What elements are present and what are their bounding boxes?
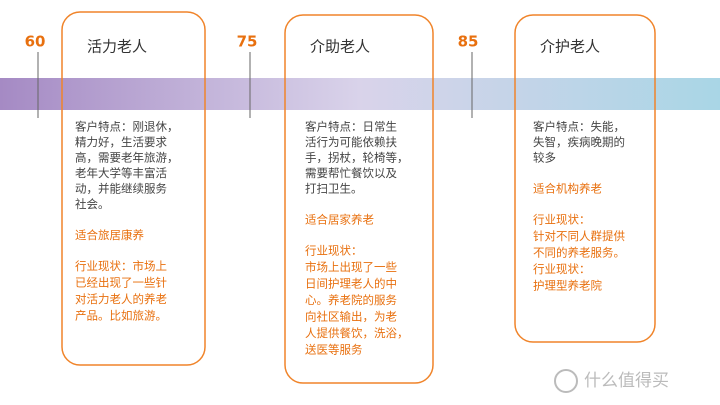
suitable: 适合居家养老 bbox=[305, 213, 374, 227]
age-label: 85 bbox=[458, 33, 479, 51]
status-line: 已经出现了一些针 bbox=[75, 276, 167, 290]
status-line: 市场上出现了一些 bbox=[305, 260, 397, 274]
description-line: 老年大学等丰富活 bbox=[75, 166, 167, 180]
timeline-band bbox=[0, 78, 720, 110]
status-line: 对活力老人的养老 bbox=[75, 292, 167, 306]
suitable: 适合机构养老 bbox=[533, 182, 602, 196]
column-box bbox=[61, 11, 206, 366]
watermark-icon bbox=[554, 369, 578, 393]
description-line: 活行为可能依赖扶 bbox=[305, 135, 397, 149]
column-box bbox=[284, 14, 434, 384]
description-line: 精力好，生活要求 bbox=[75, 135, 167, 149]
description-line: 较多 bbox=[533, 151, 556, 165]
status-line: 向社区输出，为老 bbox=[305, 310, 397, 324]
description-line: 高，需要老年旅游， bbox=[75, 151, 179, 165]
status-line: 心。养老院的服务 bbox=[305, 293, 397, 307]
status-line: 行业现状： bbox=[305, 244, 363, 258]
description-line: 手，拐杖，轮椅等， bbox=[305, 151, 409, 165]
description-line: 动，并能继续服务 bbox=[75, 182, 167, 196]
column-box bbox=[514, 14, 656, 343]
status-line: 行业现状：市场上 bbox=[75, 259, 167, 273]
description-line: 客户特点：刚退休， bbox=[75, 120, 179, 134]
column-title: 介护老人 bbox=[540, 38, 600, 56]
status-line: 针对不同人群提供 bbox=[533, 229, 625, 243]
description-line: 客户特点：失能， bbox=[533, 120, 625, 134]
status-line: 人提供餐饮，洗浴， bbox=[305, 326, 409, 340]
age-label: 60 bbox=[25, 33, 46, 51]
description-line: 客户特点：日常生 bbox=[305, 120, 397, 134]
watermark: 什么值得买 bbox=[584, 371, 669, 391]
column-title: 活力老人 bbox=[87, 38, 147, 56]
status-line: 送医等服务 bbox=[305, 343, 363, 357]
status-line: 行业现状： bbox=[533, 262, 591, 276]
description-line: 失智，疾病晚期的 bbox=[533, 135, 625, 149]
description-line: 社会。 bbox=[75, 197, 110, 211]
age-label: 75 bbox=[237, 33, 258, 51]
description-line: 打扫卫生。 bbox=[305, 182, 363, 196]
status-line: 产品。比如旅游。 bbox=[75, 309, 167, 323]
suitable: 适合旅居康养 bbox=[75, 228, 144, 242]
status-line: 不同的养老服务。 bbox=[533, 246, 625, 260]
status-line: 行业现状： bbox=[533, 213, 591, 227]
status-line: 护理型养老院 bbox=[533, 279, 602, 293]
description-line: 需要帮忙餐饮以及 bbox=[305, 166, 397, 180]
status-line: 日间护理老人的中 bbox=[305, 277, 397, 291]
column-title: 介助老人 bbox=[310, 38, 370, 56]
